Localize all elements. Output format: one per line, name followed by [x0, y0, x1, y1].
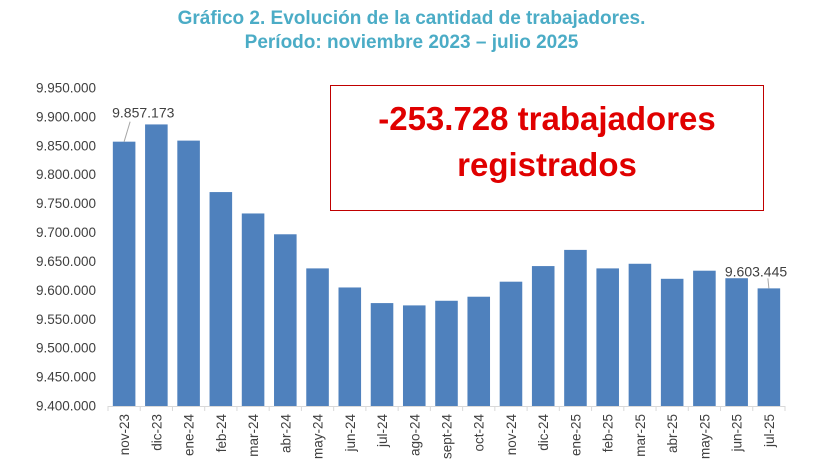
data-label: 9.857.173 [112, 105, 174, 121]
bar [402, 305, 426, 406]
bar [499, 281, 523, 406]
y-tick-label: 9.850.000 [36, 138, 96, 153]
x-tick-label: mar-25 [633, 414, 648, 457]
x-tick-label: feb-24 [214, 414, 229, 453]
bar [467, 296, 491, 406]
x-tick-label: nov-24 [504, 414, 519, 456]
x-tick-label: jul-25 [762, 414, 777, 448]
callout-line-2: registrados [457, 146, 637, 183]
y-tick-label: 9.800.000 [36, 167, 96, 182]
bar [596, 268, 619, 406]
bar [531, 266, 555, 406]
chart-subtitle: Período: noviembre 2023 – julio 2025 [244, 32, 579, 53]
x-tick-label: dic-23 [149, 414, 164, 451]
x-tick-label: ago-24 [407, 414, 422, 457]
bar [660, 278, 684, 406]
x-tick-label: nov-23 [117, 414, 132, 455]
y-tick-label: 9.750.000 [36, 196, 96, 211]
x-tick-label: mar-24 [246, 414, 261, 457]
y-tick-label: 9.500.000 [36, 341, 96, 356]
bar [241, 213, 265, 406]
x-tick-label: ene-24 [182, 414, 197, 457]
y-tick-label: 9.450.000 [36, 370, 96, 385]
x-tick-label: feb-25 [601, 414, 616, 452]
bar [306, 268, 329, 406]
y-tick-label: 9.700.000 [36, 225, 96, 240]
x-tick-label: may-25 [697, 414, 712, 459]
difference-callout: -253.728 trabajadores registrados [330, 85, 764, 211]
y-tick-label: 9.550.000 [36, 312, 96, 327]
bar [145, 124, 168, 407]
bar [274, 234, 297, 406]
y-tick-label: 9.600.000 [36, 283, 96, 298]
chart-title: Gráfico 2. Evolución de la cantidad de t… [177, 8, 646, 29]
bar [435, 300, 458, 406]
callout-line-1: -253.728 trabajadores [378, 100, 716, 137]
bar [693, 270, 716, 406]
x-tick-label: jul-24 [375, 414, 390, 449]
data-label-leader [123, 121, 131, 142]
bar [112, 141, 136, 406]
data-label-leader [767, 278, 770, 289]
x-tick-label: abr-24 [278, 414, 293, 454]
x-tick-label: oct-24 [472, 414, 487, 452]
x-tick-label: sept-24 [440, 414, 455, 460]
y-tick-label: 9.400.000 [36, 399, 96, 414]
x-tick-label: may-24 [311, 414, 326, 460]
x-tick-label: ene-25 [568, 414, 583, 456]
y-tick-label: 9.950.000 [36, 81, 96, 96]
x-tick-label: dic-24 [536, 414, 551, 451]
x-tick-label: jun-24 [343, 414, 358, 453]
bar [370, 303, 394, 406]
bar [177, 140, 200, 406]
y-tick-label: 9.900.000 [36, 109, 96, 124]
bar [209, 192, 233, 406]
bar [628, 263, 652, 406]
data-label: 9.603.445 [725, 263, 787, 279]
x-tick-label: abr-25 [665, 414, 680, 453]
bar [338, 287, 362, 406]
y-tick-label: 9.650.000 [36, 254, 96, 269]
bar [564, 249, 587, 406]
x-tick-label: jun-25 [730, 414, 745, 453]
bar [757, 288, 781, 406]
bar [725, 278, 748, 406]
